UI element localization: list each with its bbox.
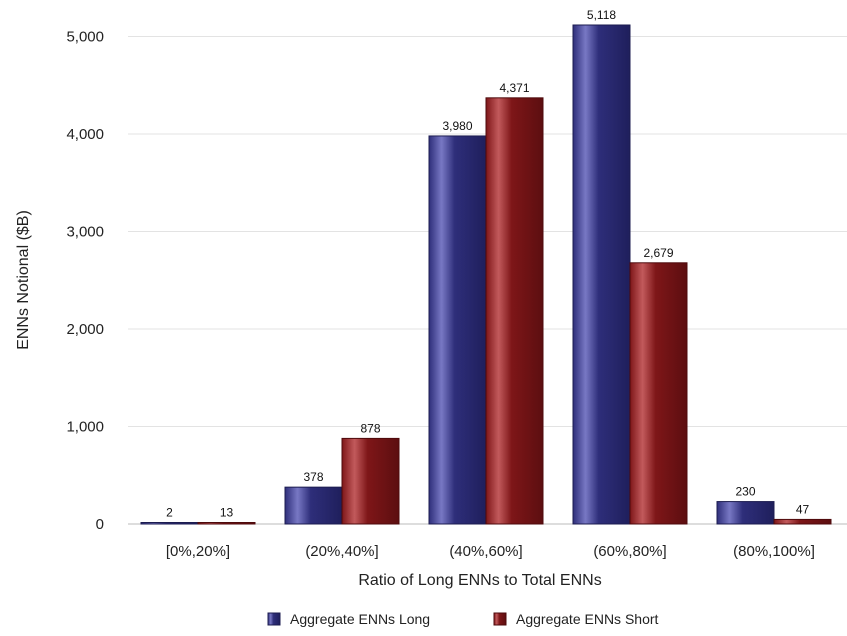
bar-short: [629, 262, 688, 525]
data-label: 13: [220, 506, 234, 520]
y-tick-label: 1,000: [66, 419, 104, 436]
data-label: 2,679: [643, 246, 673, 260]
data-label: 4,371: [499, 81, 529, 95]
legend-swatch-long: [267, 612, 281, 626]
bar-short: [197, 522, 256, 525]
y-axis-ticks: 0 1,000 2,000 3,000 4,000 5,000: [66, 29, 104, 534]
bar-short: [773, 518, 832, 525]
x-tick-label: (80%,100%]: [733, 543, 815, 560]
data-labels: 2 13 378 878 3,980 4,371 5,118 2,679 230 47: [166, 8, 809, 520]
data-label: 5,118: [587, 8, 616, 22]
data-label: 2: [166, 506, 173, 520]
y-axis-title: ENNs Notional ($B): [15, 210, 32, 350]
bar-short: [341, 437, 400, 525]
x-tick-label: (60%,80%]: [593, 543, 666, 560]
y-tick-label: 2,000: [66, 321, 104, 338]
bar-short: [485, 97, 544, 525]
bar-long: [284, 486, 343, 525]
x-tick-label: (20%,40%]: [305, 543, 378, 560]
legend: Aggregate ENNs Long Aggregate ENNs Short: [267, 611, 659, 627]
data-label: 47: [796, 502, 810, 516]
y-tick-label: 4,000: [66, 126, 104, 143]
data-label: 378: [303, 470, 323, 484]
x-axis-ticks: [0%,20%] (20%,40%] (40%,60%] (60%,80%] (80%,…: [166, 543, 815, 560]
y-tick-label: 5,000: [66, 29, 104, 46]
x-tick-label: (40%,60%]: [449, 543, 522, 560]
data-label: 3,980: [442, 119, 472, 133]
y-tick-label: 3,000: [66, 224, 104, 241]
bars: [140, 24, 832, 525]
legend-label-long: Aggregate ENNs Long: [290, 611, 430, 627]
bar-long: [716, 501, 775, 525]
bar-long: [140, 522, 199, 525]
bar-long: [572, 24, 631, 525]
bar-long: [428, 135, 487, 525]
legend-label-short: Aggregate ENNs Short: [516, 611, 659, 627]
x-tick-label: [0%,20%]: [166, 543, 230, 560]
data-label: 230: [735, 485, 755, 499]
y-tick-label: 0: [96, 516, 104, 533]
legend-swatch-short: [493, 612, 507, 626]
x-axis-title: Ratio of Long ENNs to Total ENNs: [358, 572, 601, 589]
data-label: 878: [360, 421, 380, 435]
